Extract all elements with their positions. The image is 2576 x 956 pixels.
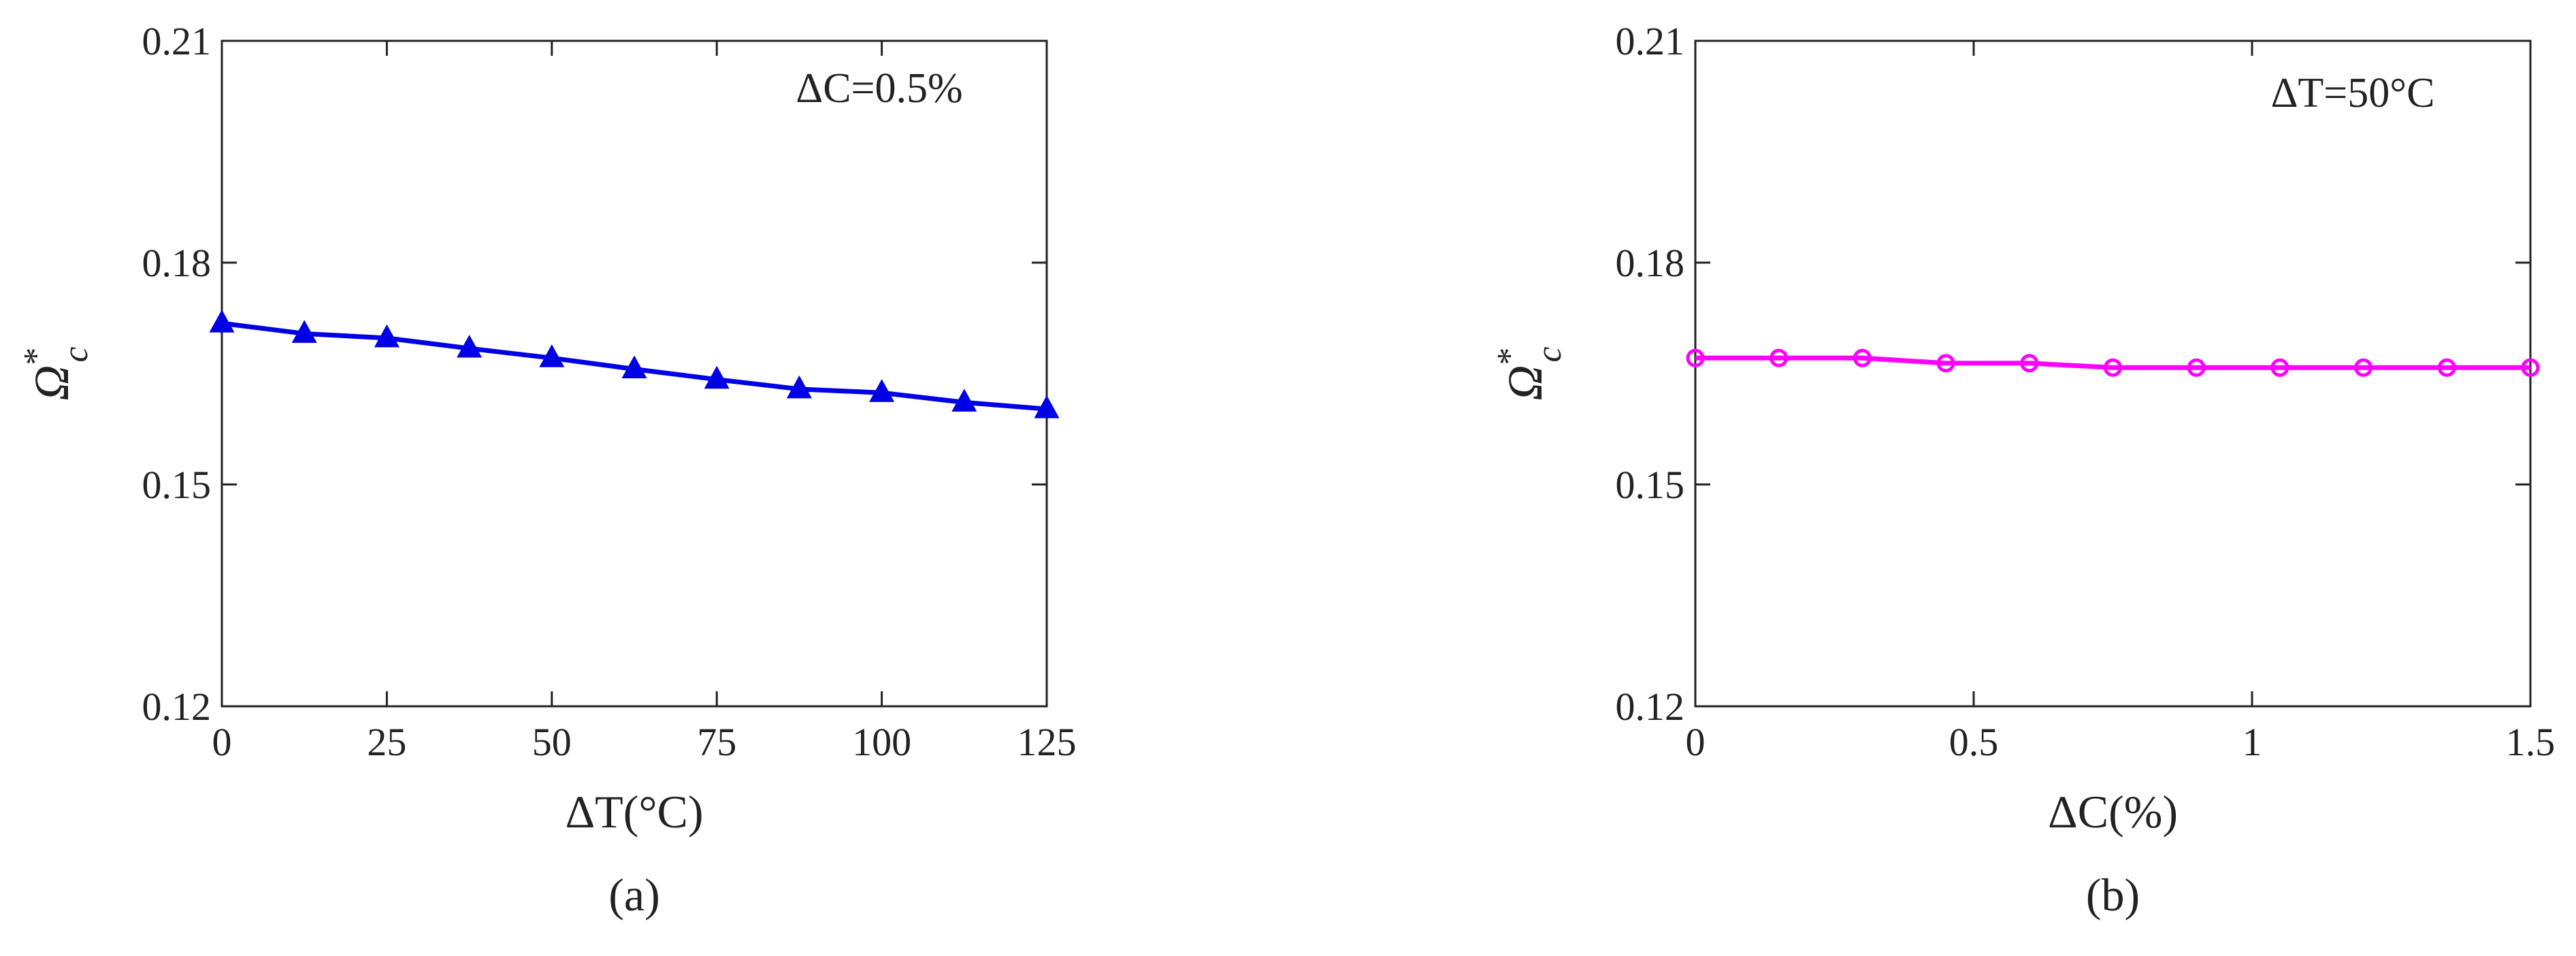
marker	[209, 310, 235, 333]
marker	[457, 334, 483, 358]
marker	[1686, 348, 1705, 367]
y-tick-label: 0.15	[142, 463, 212, 507]
x-tick-label: 0	[212, 720, 232, 764]
x-axis-label: ΔC(%)	[2048, 786, 2178, 838]
marker	[2187, 358, 2206, 377]
marker	[1770, 348, 1789, 367]
marker	[374, 324, 400, 348]
marker	[2020, 354, 2039, 373]
marker	[2270, 358, 2289, 377]
y-axis-label: Ω*c	[17, 346, 95, 400]
x-tick-label: 1.5	[2506, 720, 2556, 764]
marker	[2521, 358, 2540, 377]
y-tick-label: 0.12	[142, 685, 212, 729]
annotation: ΔC=0.5%	[796, 65, 962, 112]
marker	[621, 355, 647, 378]
marker	[1936, 354, 1955, 373]
marker	[291, 320, 317, 343]
x-tick-label: 75	[697, 720, 736, 764]
caption: (a)	[608, 869, 659, 921]
y-tick-label: 0.15	[1616, 463, 1685, 507]
x-tick-label: 25	[367, 720, 406, 764]
x-tick-label: 50	[532, 720, 572, 764]
marker	[2354, 358, 2373, 377]
x-tick-label: 0	[1686, 720, 1706, 764]
y-label-symbol: Ω	[1498, 365, 1552, 401]
plot-frame	[221, 39, 1048, 708]
x-axis-label: ΔT(°C)	[565, 786, 703, 838]
x-tick-label: 1	[2243, 720, 2262, 764]
annotation: ΔT=50°C	[2271, 70, 2435, 116]
marker	[951, 389, 977, 412]
caption: (b)	[2086, 869, 2140, 921]
marker	[2104, 358, 2122, 377]
y-tick-label: 0.18	[142, 241, 212, 285]
y-label-subscript: c	[56, 346, 95, 362]
y-label-subscript: c	[1530, 346, 1569, 362]
marker	[539, 344, 565, 367]
marker	[2437, 358, 2456, 377]
marker	[1853, 348, 1872, 367]
y-tick-label: 0.21	[1616, 19, 1685, 63]
marker	[704, 365, 730, 389]
data-line	[1695, 355, 2530, 370]
y-tick-label: 0.12	[1616, 685, 1685, 729]
x-tick-label: 0.5	[1949, 720, 1999, 764]
y-label-superscript: *	[1490, 348, 1529, 365]
marker	[869, 379, 895, 402]
x-tick-label: 100	[852, 720, 911, 764]
x-tick-label: 125	[1017, 720, 1077, 764]
marker	[786, 375, 812, 399]
y-tick-label: 0.21	[142, 19, 212, 63]
y-axis-label: Ω*c	[1490, 346, 1569, 400]
y-label-superscript: *	[17, 348, 56, 365]
y-label-symbol: Ω	[25, 365, 79, 401]
marker	[1034, 395, 1060, 418]
y-tick-label: 0.18	[1616, 241, 1685, 285]
